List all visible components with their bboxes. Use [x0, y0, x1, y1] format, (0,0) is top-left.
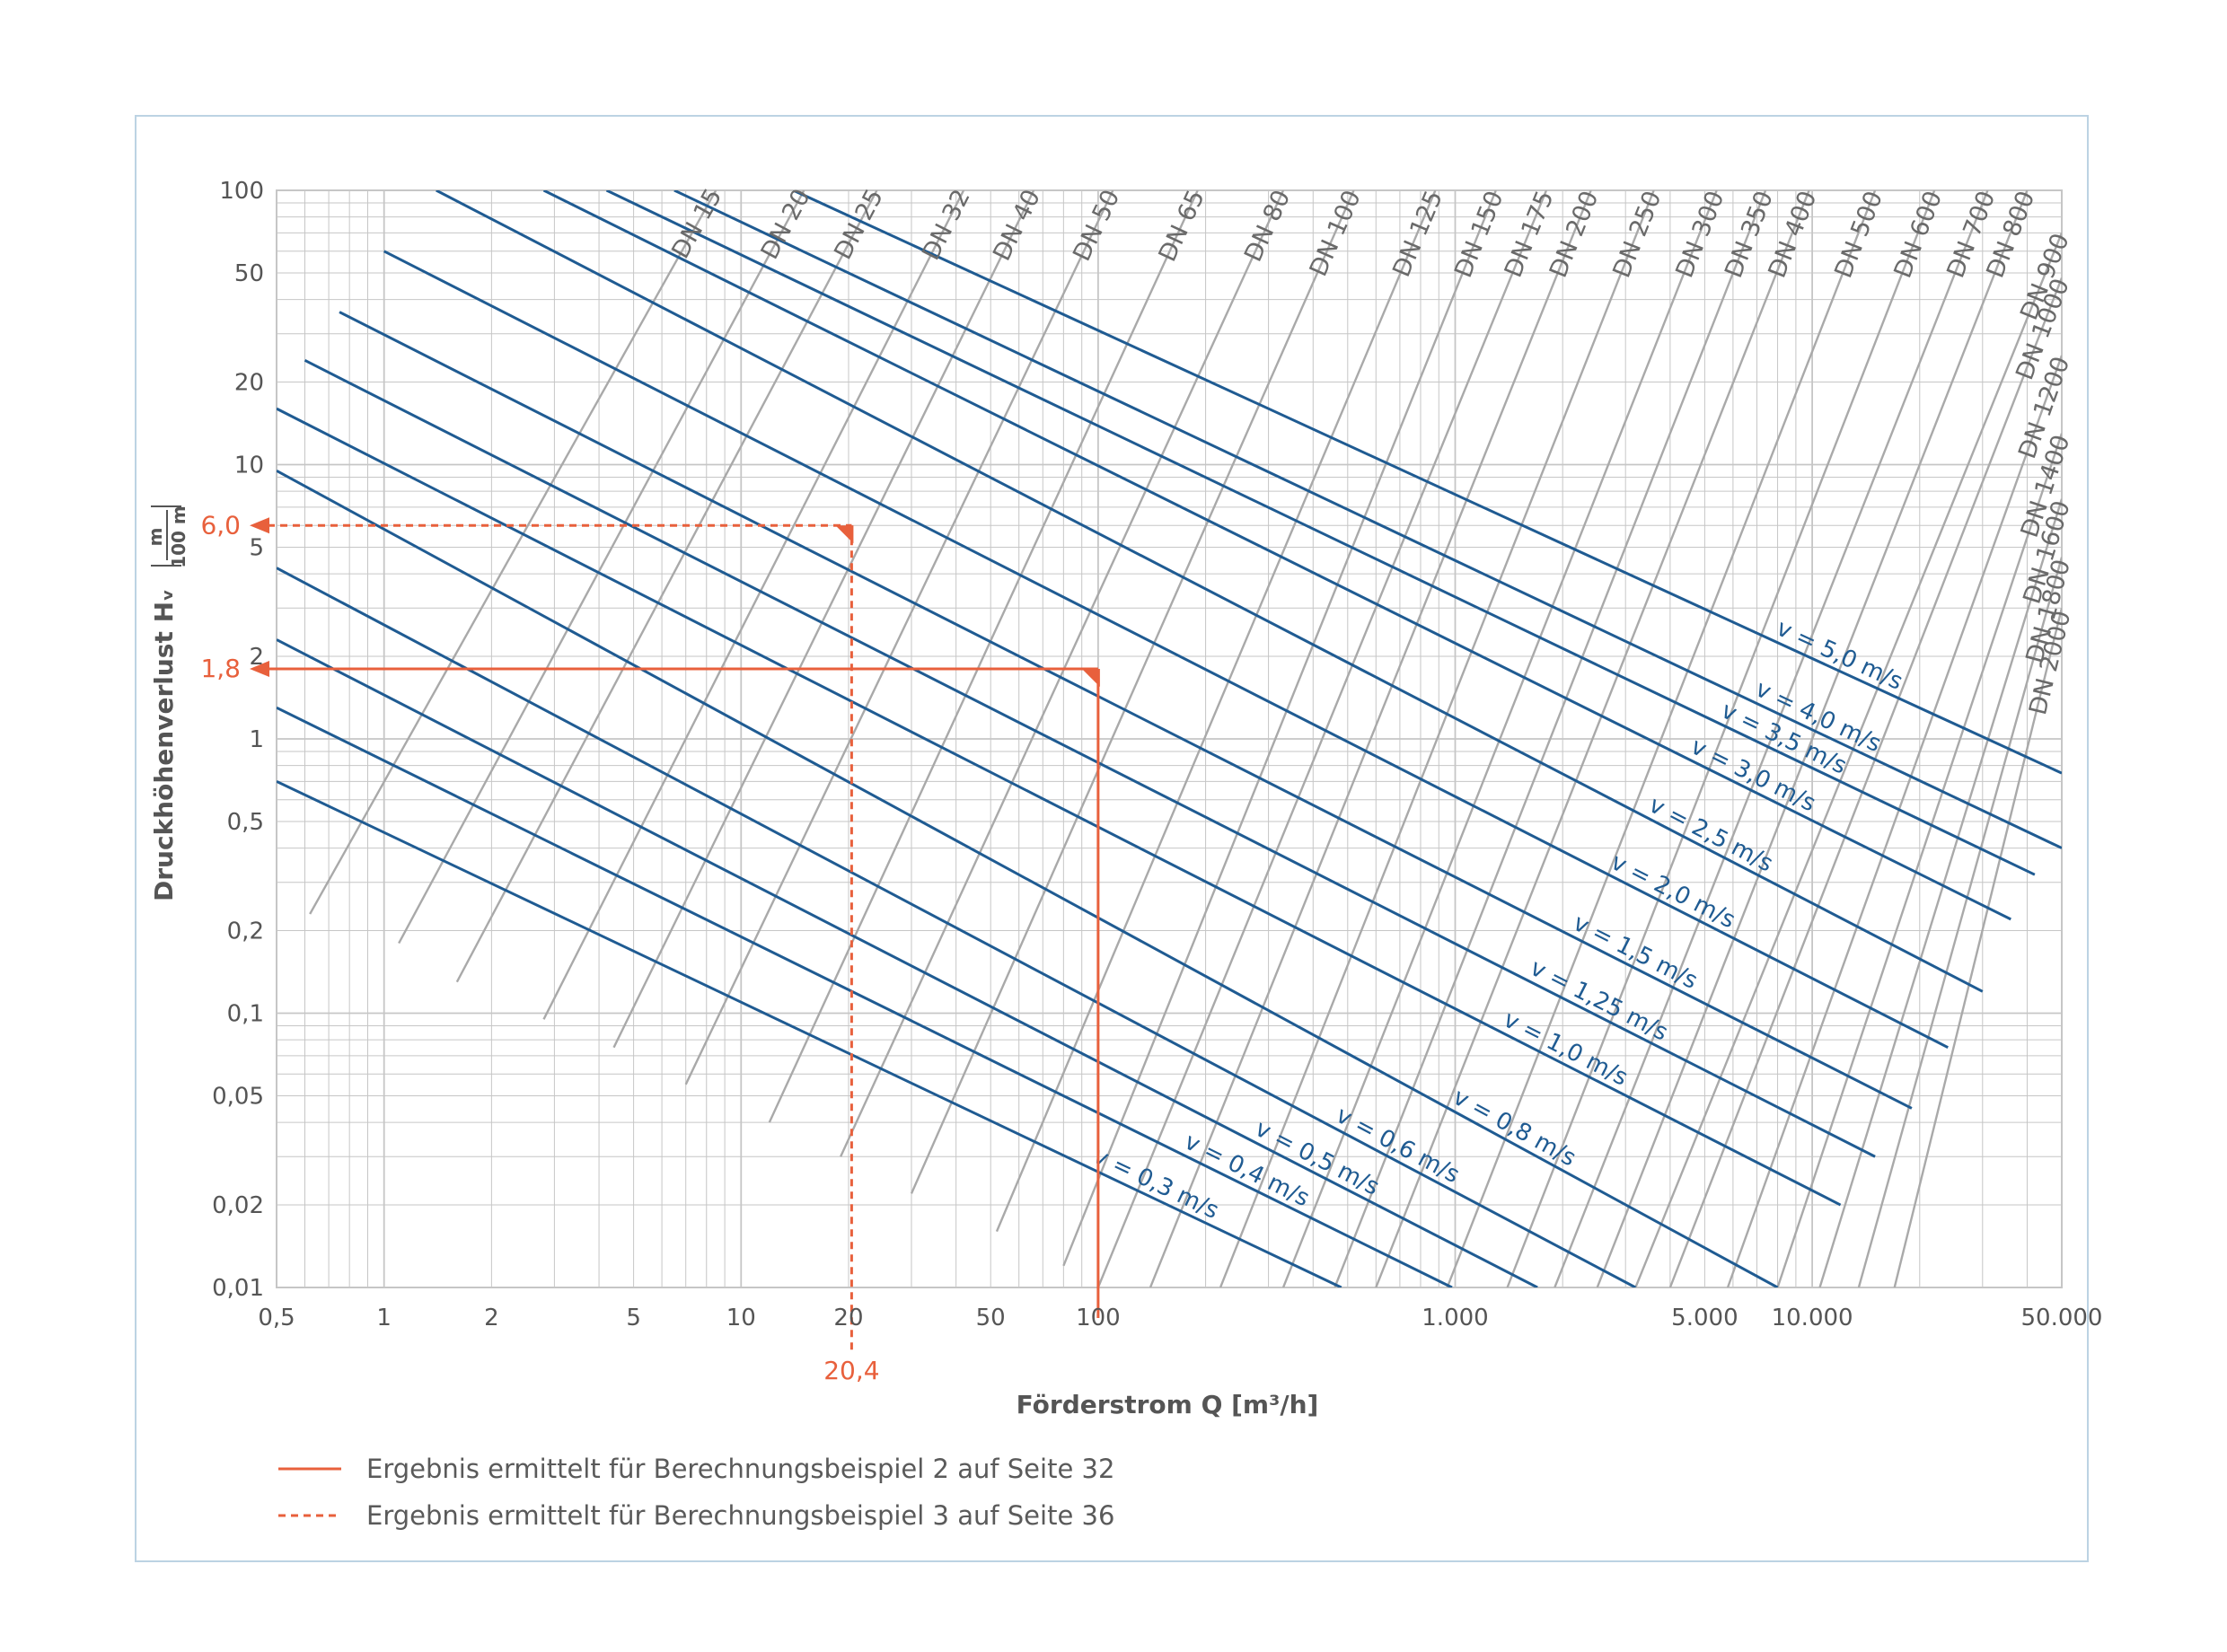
y-axis-unit-numerator: m	[145, 528, 166, 547]
y-axis-unit-denominator: 100 m	[168, 505, 189, 568]
x-axis-label: Förderstrom Q [m³/h]	[1017, 1390, 1319, 1419]
velocity-line	[339, 311, 1913, 1110]
velocity-line	[277, 638, 1538, 1287]
diameter-line	[1857, 557, 2062, 1287]
diameter-label: DN 65	[1154, 186, 1210, 266]
diameter-line	[1506, 190, 1936, 1287]
result-q-label: 20,4	[823, 1356, 879, 1385]
velocity-line	[605, 190, 2036, 876]
x-tick-label: 1.000	[1422, 1305, 1488, 1331]
diameter-line	[840, 190, 1285, 1157]
x-tick-label: 0,5	[258, 1305, 295, 1331]
diameter-label: DN 600	[1889, 188, 1949, 282]
diameter-line	[1726, 355, 2062, 1287]
chart-frame	[135, 115, 2089, 1562]
y-tick-label: 100	[219, 178, 264, 205]
velocity-line	[277, 567, 1637, 1287]
velocity-line	[277, 469, 1779, 1287]
velocity-line	[277, 407, 1842, 1207]
result-h-label: 1,8	[200, 654, 241, 683]
diameter-label: DN 125	[1387, 187, 1448, 281]
diameter-line	[1446, 190, 1877, 1287]
diameter-line	[684, 190, 1114, 1085]
diameter-line	[309, 190, 717, 915]
x-tick-label: 100	[1076, 1305, 1121, 1331]
diameter-line	[398, 190, 805, 945]
y-axis-label: Druckhöhenverlust Hᵥ	[149, 589, 179, 901]
diameter-line	[1893, 607, 2062, 1287]
diameter-label: DN 80	[1239, 186, 1296, 266]
diameter-line	[910, 190, 1355, 1194]
y-tick-label: 0,2	[227, 918, 264, 945]
y-tick-label: 0,01	[212, 1275, 264, 1302]
diameter-line	[768, 190, 1199, 1123]
x-tick-label: 1	[376, 1305, 392, 1331]
diameter-label: DN 25	[829, 185, 889, 265]
velocity-line	[304, 359, 1876, 1158]
diameter-label: DN 100	[1305, 186, 1367, 280]
velocity-line	[436, 190, 1984, 993]
y-tick-label: 2	[249, 644, 264, 671]
x-tick-label: 50.000	[2021, 1305, 2103, 1331]
diameter-line	[1062, 190, 1497, 1267]
x-tick-label: 20	[833, 1305, 863, 1331]
velocity-line	[673, 190, 2062, 849]
x-tick-label: 50	[976, 1305, 1006, 1331]
diameter-line	[995, 190, 1437, 1233]
y-tick-label: 0,05	[212, 1083, 264, 1110]
diameter-label: DN 40	[988, 185, 1046, 265]
legend-entry-1: Ergebnis ermittelt für Berechnungsbeispi…	[366, 1454, 1114, 1484]
diameter-line	[1149, 190, 1592, 1287]
y-tick-label: 0,5	[227, 809, 264, 836]
y-tick-label: 1	[249, 726, 264, 753]
velocity-label: v = 0,8 m/s	[1448, 1084, 1580, 1173]
x-tick-label: 10.000	[1772, 1305, 1853, 1331]
y-tick-label: 0,1	[227, 1001, 264, 1028]
y-tick-label: 50	[234, 260, 264, 287]
diameter-line	[612, 190, 1035, 1049]
diameter-line	[1281, 190, 1718, 1287]
y-axis-label-group: Druckhöhenverlust Hᵥ m 100 m	[145, 505, 189, 901]
velocity-line	[277, 706, 1453, 1287]
velocity-line	[792, 190, 2062, 775]
result-arrow	[250, 517, 269, 534]
velocity-line	[277, 779, 1342, 1287]
diameter-label: DN 32	[917, 185, 976, 265]
y-tick-label: 20	[234, 370, 264, 397]
diameter-label: DN 500	[1829, 188, 1888, 282]
y-tick-label: 5	[249, 534, 264, 561]
y-tick-label: 10	[234, 453, 264, 479]
x-tick-label: 2	[484, 1305, 499, 1331]
diameter-line	[1668, 277, 2062, 1287]
diameter-line	[1776, 433, 2062, 1287]
diameter-label: DN 250	[1607, 187, 1667, 281]
velocity-line	[542, 190, 2011, 921]
diameter-line	[1096, 190, 1548, 1287]
x-tick-label: 5	[626, 1305, 641, 1331]
diameter-line	[1375, 190, 1810, 1287]
x-tick-label: 10	[726, 1305, 756, 1331]
legend-entry-2: Ergebnis ermittelt für Berechnungsbeispi…	[366, 1500, 1114, 1531]
diameter-line	[1818, 498, 2062, 1287]
diameter-line	[1634, 232, 2062, 1287]
x-tick-label: 5.000	[1671, 1305, 1738, 1331]
result-corner-marker	[1081, 669, 1100, 688]
diameter-line	[542, 190, 965, 1020]
result-arrow	[250, 661, 269, 678]
legend: Ergebnis ermittelt für Berechnungsbeispi…	[278, 1454, 1114, 1531]
y-tick-label: 0,02	[212, 1192, 264, 1219]
diameter-line	[1554, 190, 1989, 1287]
diameter-label: DN 50	[1068, 186, 1125, 266]
diameter-line	[1334, 190, 1767, 1287]
result-corner-marker	[835, 525, 854, 544]
result-h-label: 6,0	[200, 510, 241, 540]
velocity-line	[383, 250, 1949, 1050]
diameter-line	[1596, 190, 2029, 1287]
